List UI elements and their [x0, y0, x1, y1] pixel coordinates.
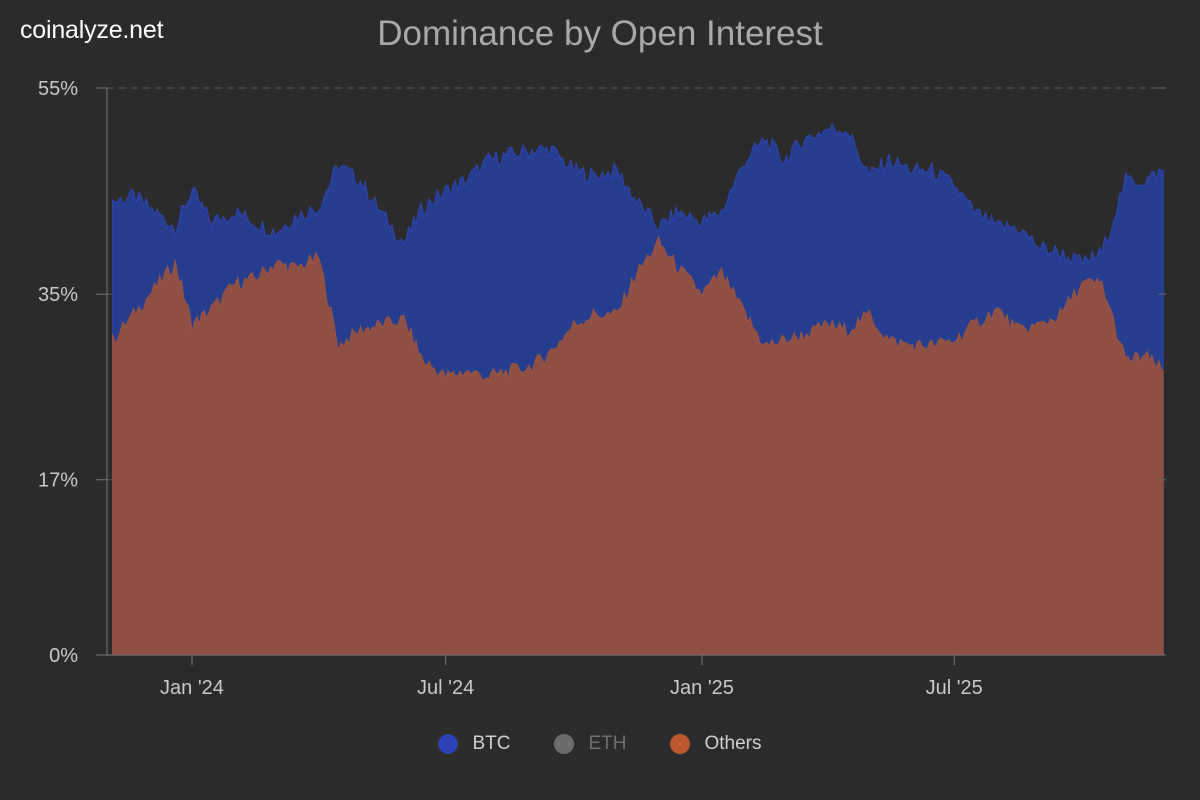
legend-item-btc[interactable]: BTC — [438, 733, 510, 755]
x-tick-label: Jul '24 — [417, 677, 474, 699]
y-tick-label: 35% — [38, 284, 78, 306]
legend-marker-others — [670, 734, 691, 754]
legend-marker-eth — [554, 734, 575, 754]
legend-item-eth[interactable]: ETH — [554, 733, 626, 755]
series-area-others[interactable] — [112, 234, 1164, 656]
legend-label-eth: ETH — [588, 733, 627, 754]
chart-title: Dominance by Open Interest — [377, 14, 823, 53]
y-tick-label: 0% — [49, 645, 78, 667]
legend-item-others[interactable]: Others — [670, 733, 762, 755]
legend-label-others: Others — [704, 733, 762, 754]
y-tick-label: 55% — [38, 78, 78, 100]
brand-logo[interactable]: coinalyze.net — [20, 16, 164, 44]
y-tick-label: 17% — [38, 470, 78, 492]
x-tick-label: Jan '25 — [670, 677, 734, 699]
x-tick-label: Jan '24 — [160, 677, 224, 699]
legend-label-btc: BTC — [472, 733, 511, 754]
legend-marker-btc — [438, 734, 459, 754]
legend: BTC ETH Others — [0, 733, 1200, 755]
x-tick-label: Jul '25 — [926, 677, 983, 699]
